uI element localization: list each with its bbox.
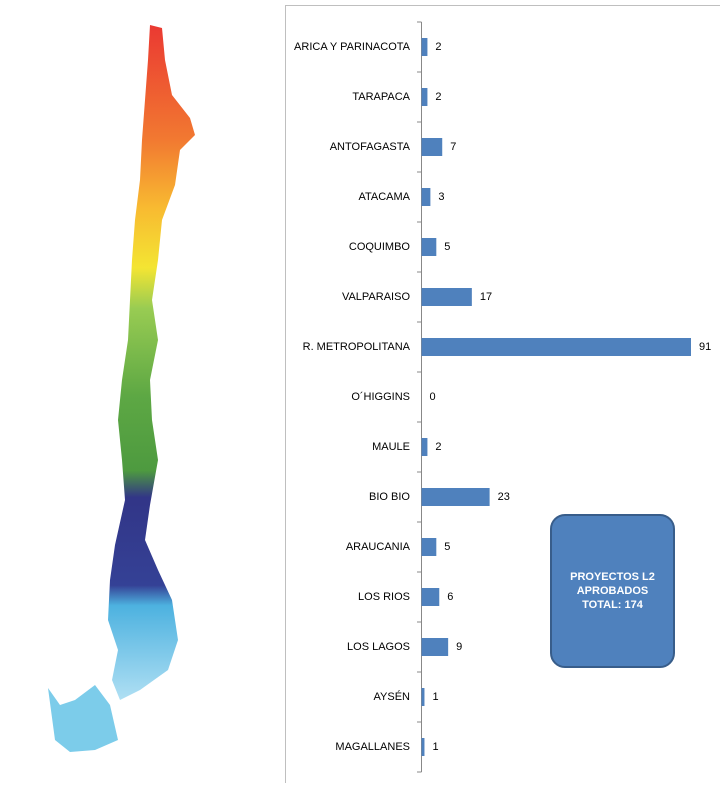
bar	[422, 488, 490, 506]
data-label: 2	[435, 91, 441, 103]
data-label: 23	[498, 491, 510, 503]
data-label: 7	[450, 141, 456, 153]
data-label: 17	[480, 291, 492, 303]
data-label: 91	[699, 341, 711, 353]
bar	[422, 538, 437, 556]
data-label: 1	[432, 741, 438, 753]
bar	[422, 38, 428, 56]
data-label: 5	[444, 241, 450, 253]
bar	[422, 638, 449, 656]
bar	[422, 88, 428, 106]
category-label: MAULE	[372, 441, 410, 453]
annotation-text: PROYECTOS L2	[570, 571, 655, 583]
category-label: VALPARAISO	[342, 291, 411, 303]
category-label: LOS RIOS	[358, 591, 410, 603]
data-label: 6	[447, 591, 453, 603]
data-label: 1	[432, 691, 438, 703]
bar	[422, 738, 425, 756]
category-label: COQUIMBO	[349, 241, 411, 253]
bar	[422, 438, 428, 456]
data-label: 5	[444, 541, 450, 553]
bar	[422, 138, 443, 156]
category-label: AYSÉN	[374, 690, 411, 703]
bar	[422, 588, 440, 606]
map	[48, 25, 195, 752]
category-label: LOS LAGOS	[347, 641, 410, 653]
category-label: ATACAMA	[358, 191, 410, 203]
annotation-text: TOTAL: 174	[582, 599, 644, 611]
category-label: O´HIGGINS	[351, 391, 410, 403]
data-label: 0	[430, 391, 436, 403]
bar	[422, 188, 431, 206]
bar	[422, 688, 425, 706]
category-label: TARAPACA	[352, 91, 410, 103]
category-label: MAGALLANES	[335, 741, 410, 753]
data-label: 3	[438, 191, 444, 203]
annotation-text: APROBADOS	[577, 585, 649, 597]
bar	[422, 288, 472, 306]
category-label: ANTOFAGASTA	[330, 141, 411, 153]
bar	[422, 338, 692, 356]
bar	[422, 238, 437, 256]
data-label: 9	[456, 641, 462, 653]
category-label: ARICA Y PARINACOTA	[294, 41, 411, 53]
category-label: ARAUCANIA	[346, 541, 411, 553]
category-label: BIO BIO	[369, 491, 410, 503]
data-label: 2	[435, 441, 441, 453]
annotation-box: PROYECTOS L2 APROBADOS TOTAL: 174	[551, 515, 674, 667]
category-label: R. METROPOLITANA	[303, 341, 411, 353]
data-label: 2	[435, 41, 441, 53]
